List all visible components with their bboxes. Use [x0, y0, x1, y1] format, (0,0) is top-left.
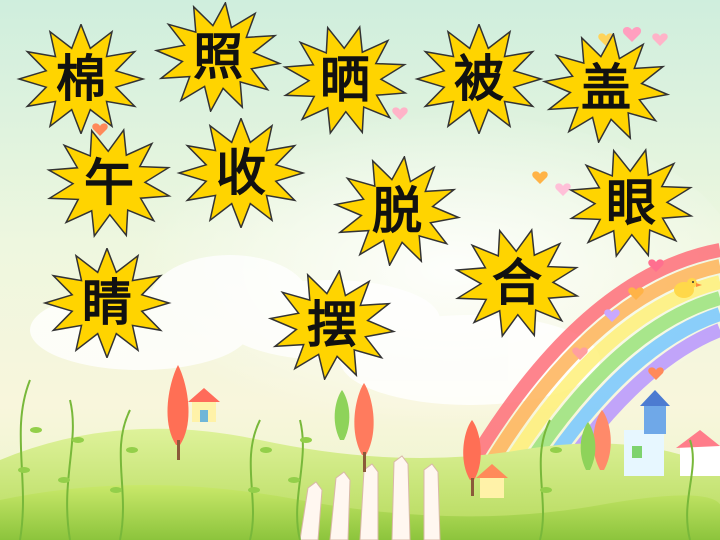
star-burst-icon	[568, 148, 694, 258]
character-label: 被	[454, 50, 504, 108]
character-label: 晒	[320, 51, 370, 109]
character-star-bai[interactable]: 摆	[267, 270, 397, 380]
star-burst-icon	[454, 228, 580, 338]
vines	[19, 379, 694, 540]
floating-hearts	[92, 27, 668, 380]
bird	[674, 278, 702, 298]
character-label: 摆	[307, 296, 357, 354]
star-burst-icon	[414, 24, 544, 134]
character-label: 盖	[581, 59, 631, 117]
character-label: 棉	[56, 50, 106, 108]
trees	[167, 365, 611, 496]
house-middle	[476, 464, 508, 498]
house-right	[624, 390, 720, 476]
front-hill	[0, 485, 720, 540]
character-star-he[interactable]: 合	[452, 228, 582, 338]
star-burst-icon	[332, 156, 462, 266]
house-left	[188, 388, 220, 422]
leaves	[18, 427, 562, 493]
star-burst-icon	[267, 270, 397, 380]
character-star-mian[interactable]: 棉	[16, 24, 146, 134]
star-burst-icon	[153, 2, 283, 112]
star-burst-icon	[282, 25, 408, 135]
character-star-yan[interactable]: 眼	[566, 148, 696, 258]
character-star-bei[interactable]: 被	[414, 24, 544, 134]
star-burst-icon	[42, 248, 172, 358]
picket-fence	[299, 455, 441, 540]
character-label: 照	[193, 28, 243, 86]
star-burst-icon	[176, 118, 306, 228]
star-burst-icon	[46, 128, 172, 238]
character-star-shou[interactable]: 收	[176, 118, 306, 228]
character-label: 脱	[372, 182, 422, 240]
character-star-zhao[interactable]: 照	[153, 2, 283, 112]
character-label: 收	[216, 144, 266, 202]
character-label: 合	[492, 254, 542, 312]
star-burst-icon	[541, 33, 671, 143]
character-label: 午	[84, 154, 134, 212]
character-star-tuo[interactable]: 脱	[332, 156, 462, 266]
character-label: 睛	[82, 274, 132, 332]
character-star-qing[interactable]: 睛	[42, 248, 172, 358]
character-label: 眼	[606, 174, 656, 232]
character-star-shai[interactable]: 晒	[280, 25, 410, 135]
character-star-gai[interactable]: 盖	[541, 33, 671, 143]
star-burst-icon	[16, 24, 146, 134]
character-star-wu[interactable]: 午	[44, 128, 174, 238]
